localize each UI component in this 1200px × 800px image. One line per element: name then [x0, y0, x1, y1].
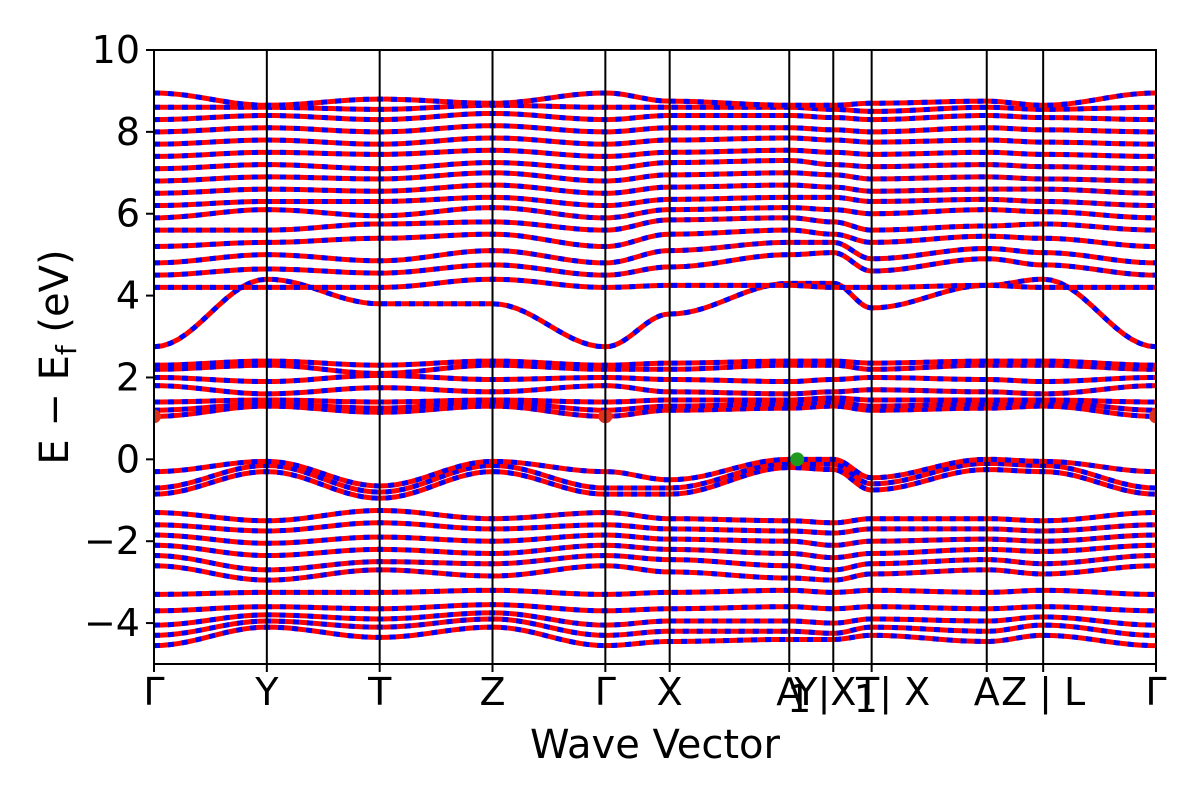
x-tick-label: 1 — [854, 677, 878, 721]
x-tick-label: Y|X — [793, 670, 856, 715]
band-line-down — [154, 587, 1156, 597]
band-line-down — [154, 170, 1156, 184]
high-symmetry-lines — [265, 50, 1045, 664]
band-line-up — [154, 372, 1156, 385]
y-tick-label: −4 — [84, 601, 140, 645]
y-tick-label: −2 — [84, 519, 140, 563]
y-axis-title-subscript: f — [50, 344, 83, 355]
band-line-down — [154, 399, 1156, 413]
band-line-down — [154, 362, 1156, 376]
y-axis-title: E − Ef (eV) — [32, 249, 83, 464]
vbm-marker — [790, 452, 805, 467]
y-axis-ticks: −4 −2 0 2 4 6 8 10 — [84, 28, 154, 645]
band-line-up — [154, 383, 1156, 397]
band-line-down — [154, 542, 1156, 561]
band-line-down — [154, 358, 1156, 368]
band-line-down — [154, 123, 1156, 135]
band-line-down — [154, 110, 1156, 123]
cbm-marker — [1149, 409, 1156, 424]
x-tick-label: A — [974, 670, 1000, 714]
x-tick-label: T| X — [855, 670, 930, 715]
x-tick-label: Γ — [1145, 670, 1166, 714]
x-tick-label: Γ — [595, 670, 616, 714]
band-line-down — [154, 403, 1156, 419]
band-line-down — [154, 456, 1156, 489]
band-line-up — [154, 520, 1156, 536]
plot-area — [154, 90, 1156, 649]
y-tick-label: 8 — [116, 110, 140, 154]
x-tick-label: T — [367, 670, 392, 714]
band-line-down — [154, 460, 1156, 495]
band-line-down — [154, 215, 1156, 233]
cbm-marker — [154, 409, 161, 424]
x-tick-label: Γ — [143, 670, 164, 714]
band-line-down — [154, 602, 1156, 614]
plot-frame — [153, 49, 1157, 665]
band-line-up — [154, 194, 1156, 209]
band-line-down — [154, 227, 1156, 249]
band-line-down — [154, 239, 1156, 266]
band-line-down — [154, 250, 1156, 278]
x-tick-label: Z | L — [1001, 670, 1085, 715]
y-axis-title-unit: (eV) — [32, 249, 78, 345]
x-tick-label: A — [776, 670, 802, 714]
band-line-down — [154, 90, 1156, 108]
x-tick-label: 1 — [787, 677, 811, 721]
band-line-down — [154, 182, 1156, 196]
y-tick-label: 4 — [116, 274, 140, 318]
y-tick-label: 0 — [116, 437, 140, 481]
y-axis-title-main: E − E — [32, 355, 78, 465]
band-line-up — [154, 147, 1156, 159]
band-line-down — [154, 520, 1156, 536]
x-tick-label: Z — [479, 670, 505, 714]
band-line-up — [154, 123, 1156, 135]
band-line-down — [154, 147, 1156, 159]
band-line-up — [154, 395, 1156, 405]
band-line-down — [154, 205, 1156, 221]
band-line-down — [154, 276, 1156, 290]
band-line-down — [154, 395, 1156, 405]
band-line-down — [154, 616, 1156, 638]
band-line-up — [154, 624, 1156, 649]
x-tick-label: Y — [254, 670, 279, 714]
y-tick-label: 2 — [116, 355, 140, 399]
band-line-down — [154, 465, 1156, 501]
band-line-up — [154, 542, 1156, 561]
band-line-down — [154, 383, 1156, 397]
band-line-up — [154, 135, 1156, 147]
band-line-down — [154, 563, 1156, 583]
band-line-down — [154, 532, 1156, 548]
band-line-up — [154, 362, 1156, 376]
band-line-up — [154, 602, 1156, 614]
band-line-up — [154, 170, 1156, 184]
band-line-up — [154, 110, 1156, 123]
band-line-down — [154, 553, 1156, 573]
band-line-down — [154, 158, 1156, 172]
band-line-up — [154, 182, 1156, 196]
band-line-up — [154, 158, 1156, 172]
x-tick-label: X — [657, 670, 683, 714]
bands-layer — [154, 90, 1156, 649]
y-tick-label: 6 — [116, 192, 140, 236]
band-line-up — [154, 532, 1156, 548]
band-line-down — [154, 507, 1156, 526]
y-tick-label: 10 — [92, 28, 140, 72]
x-axis-title: Wave Vector — [530, 722, 781, 768]
band-line-down — [154, 135, 1156, 147]
band-line-down — [154, 194, 1156, 209]
band-line-down — [154, 610, 1156, 628]
band-line-up — [154, 587, 1156, 597]
band-line-down — [154, 102, 1156, 114]
band-line-down — [154, 372, 1156, 385]
